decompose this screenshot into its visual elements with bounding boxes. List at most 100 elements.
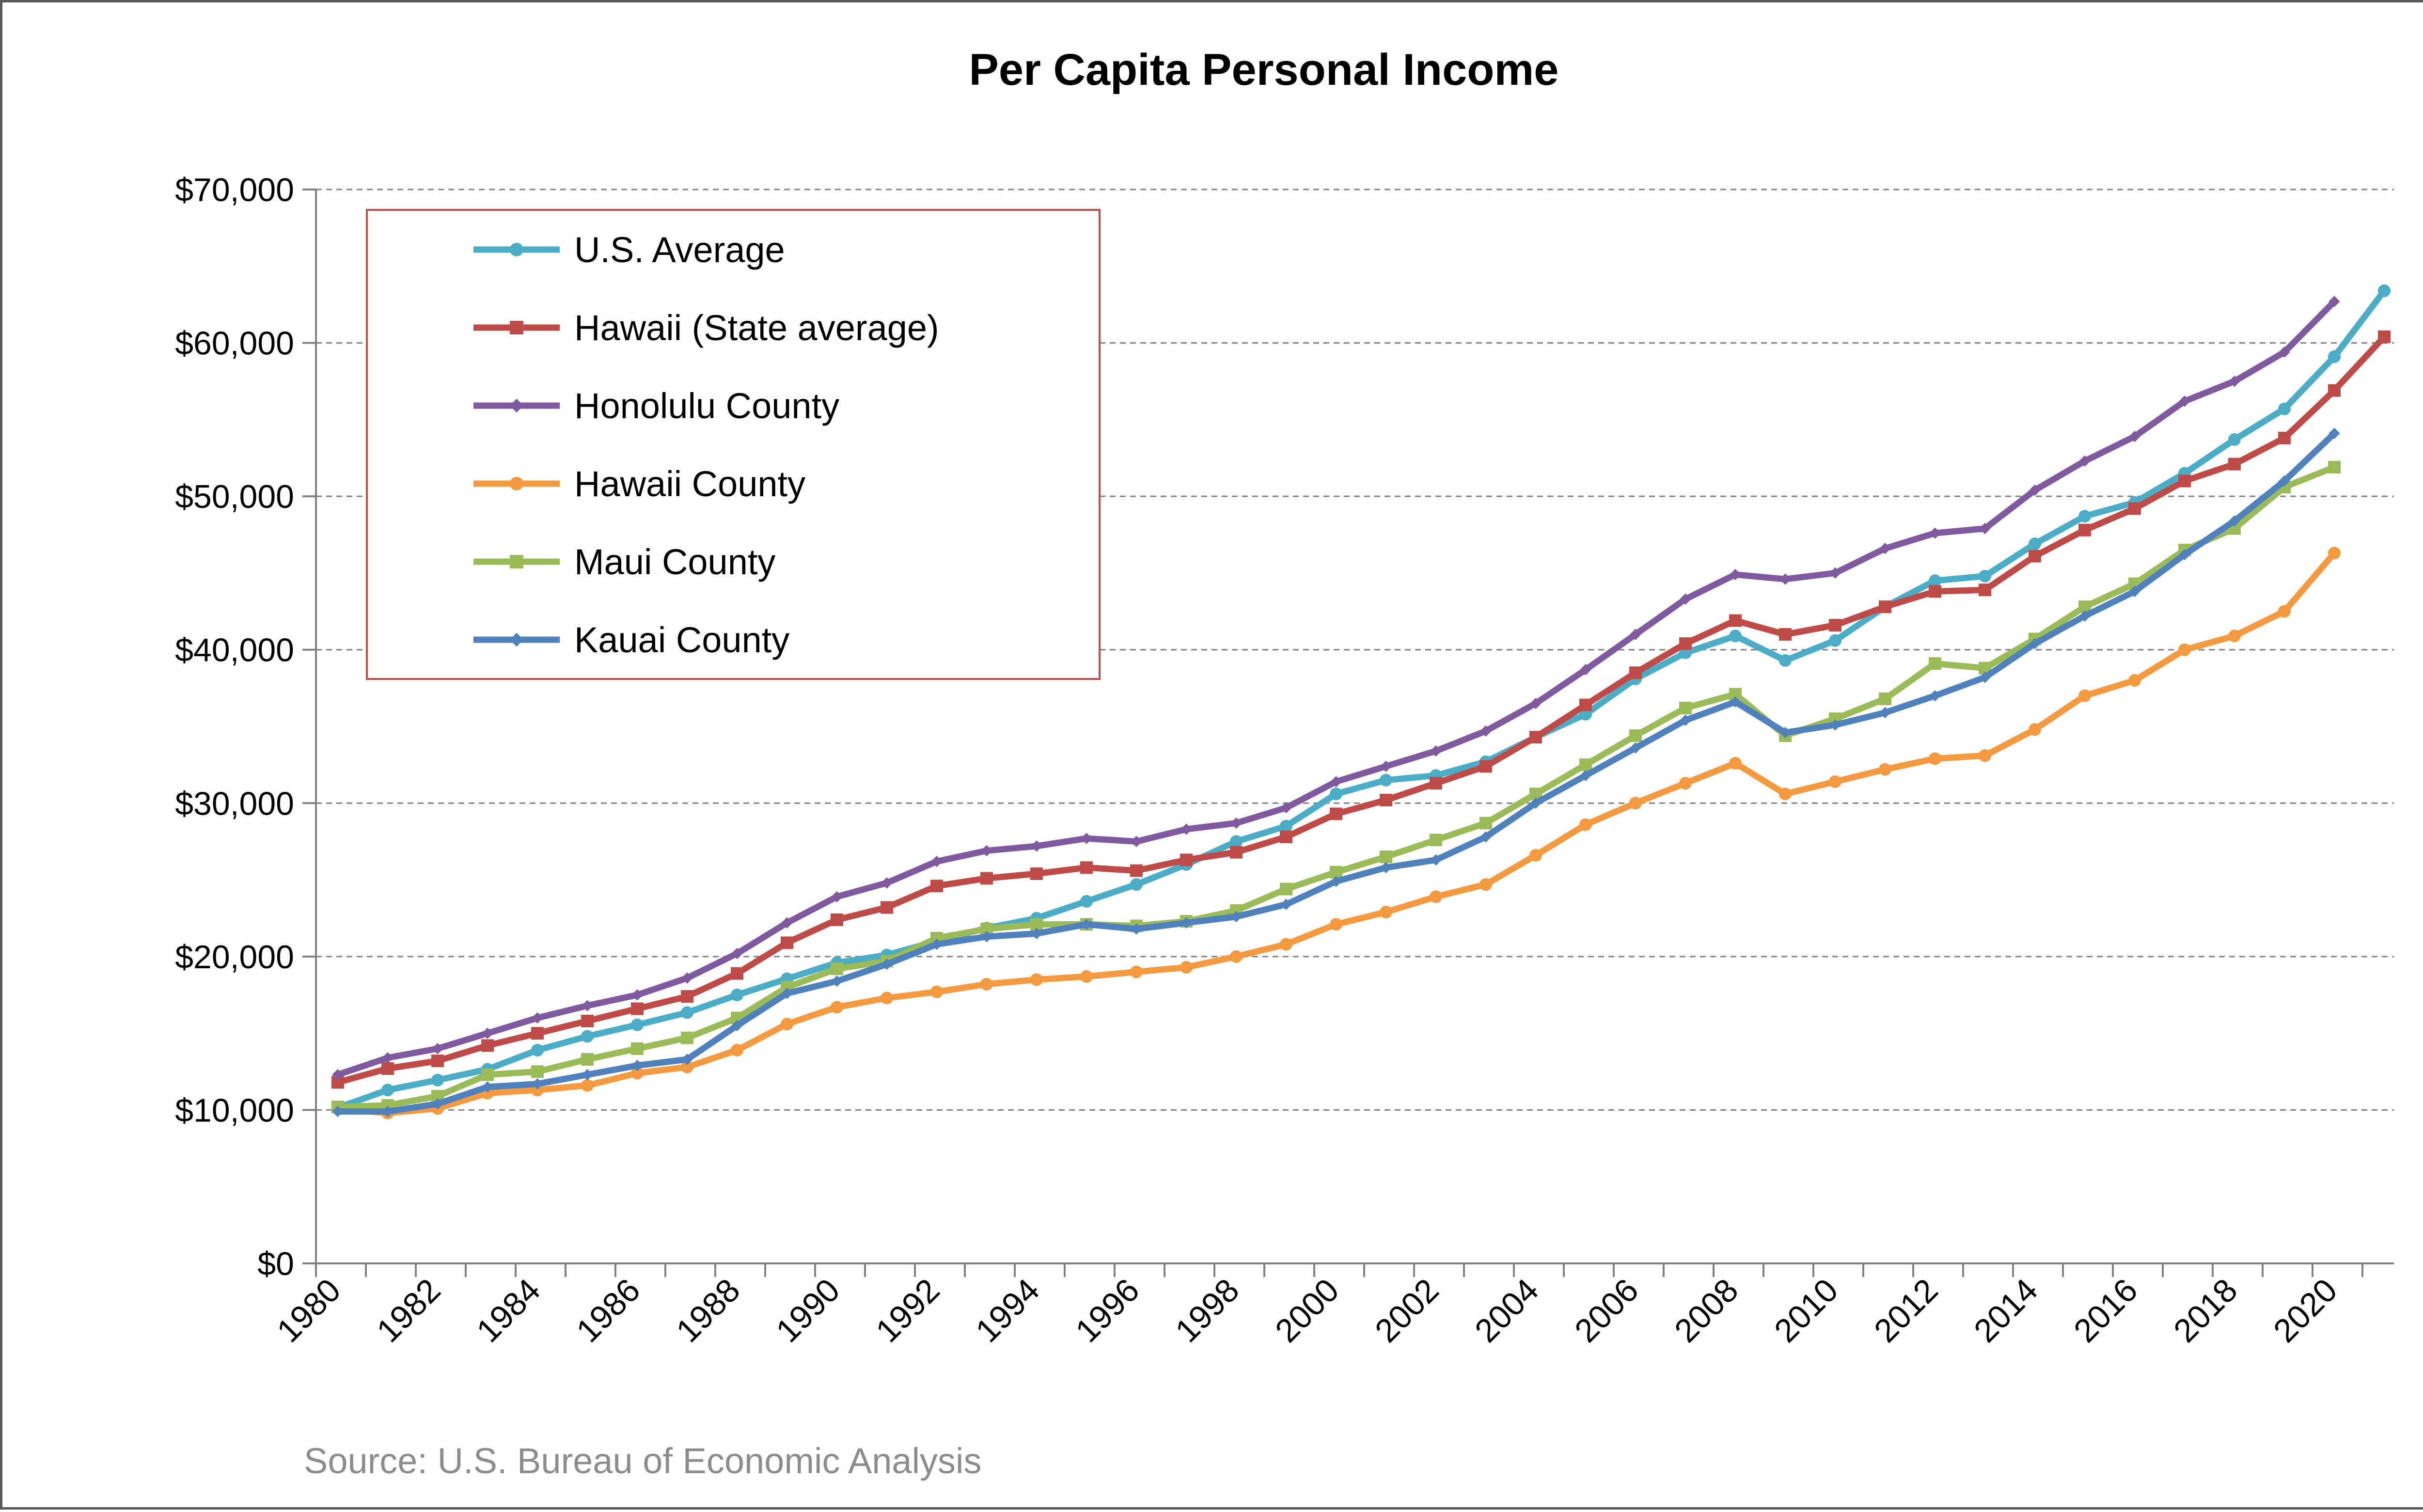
data-point [482, 1027, 493, 1039]
data-point [931, 855, 943, 867]
data-point [731, 967, 743, 980]
data-point [1430, 834, 1442, 847]
data-point [581, 1079, 594, 1092]
source-note: Source: U.S. Bureau of Economic Analysis [304, 1441, 981, 1481]
x-tick-label: 1992 [869, 1272, 947, 1350]
data-point [431, 1055, 444, 1068]
data-point [631, 1018, 644, 1031]
data-point [1480, 831, 1492, 843]
data-point [781, 936, 793, 949]
y-tick-label: $30,000 [175, 785, 294, 822]
data-point [1630, 629, 1641, 640]
data-point [481, 1039, 494, 1052]
x-tick-label: 2004 [1468, 1272, 1546, 1350]
data-point [2329, 427, 2340, 440]
legend-item: Honolulu County [473, 386, 839, 426]
data-point [1730, 568, 1741, 581]
data-point [980, 872, 993, 885]
x-tick-label: 1996 [1069, 1272, 1147, 1350]
data-point [1829, 775, 1841, 788]
data-point [1380, 862, 1392, 873]
data-point [981, 845, 992, 857]
data-point [1080, 895, 1093, 908]
legend: U.S. Average Hawaii (State average) Honolu… [366, 209, 1101, 680]
data-point [581, 1053, 594, 1066]
data-point [2178, 474, 2191, 488]
data-point [1130, 878, 1143, 891]
legend-box [366, 209, 1101, 680]
data-point [831, 975, 843, 987]
x-tick-label: 2000 [1268, 1272, 1346, 1350]
legend-item: Hawaii County [473, 464, 805, 504]
data-point [1529, 731, 1542, 744]
legend-item: U.S. Average [473, 230, 785, 270]
data-point [1230, 950, 1243, 963]
y-tick-label: $10,000 [175, 1092, 294, 1129]
data-point [831, 1001, 843, 1014]
legend-label: Hawaii (State average) [574, 308, 939, 348]
legend-label: U.S. Average [574, 230, 785, 270]
data-point [2278, 431, 2291, 444]
data-point [1579, 758, 1592, 772]
x-tick-label: 2008 [1668, 1272, 1746, 1350]
data-point [1230, 911, 1242, 923]
data-point [1730, 696, 1741, 708]
data-point [1829, 634, 1841, 647]
legend-label: Maui County [574, 542, 775, 582]
data-point [1530, 797, 1542, 809]
data-point [1180, 853, 1193, 866]
data-point [1280, 898, 1292, 910]
data-point [2229, 515, 2240, 527]
data-point [1480, 725, 1492, 737]
data-point [1630, 742, 1641, 754]
data-point [1180, 917, 1192, 929]
data-point [1829, 619, 1841, 632]
data-point [1779, 573, 1791, 585]
x-tick-label: 1980 [270, 1272, 348, 1350]
x-tick-label: 1986 [569, 1272, 647, 1350]
data-point [1929, 527, 1941, 539]
data-point [1680, 593, 1691, 605]
y-tick-label: $20,000 [175, 939, 294, 976]
data-point [2029, 723, 2041, 736]
data-point [1779, 788, 1792, 801]
y-tick-label: $70,000 [175, 172, 294, 208]
data-point [881, 901, 893, 914]
data-point [1430, 890, 1442, 903]
data-point [332, 1069, 344, 1081]
data-point [881, 992, 893, 1005]
data-point [631, 1067, 644, 1080]
legend-label: Kauai County [574, 620, 789, 660]
data-point [1579, 698, 1592, 711]
data-point [631, 1002, 644, 1015]
data-point [1380, 773, 1392, 787]
data-point [2378, 284, 2391, 297]
data-point [631, 1042, 644, 1055]
x-tick-label: 2012 [1867, 1272, 1945, 1350]
data-point [931, 938, 943, 950]
legend-item: Hawaii (State average) [473, 308, 939, 348]
data-point [1680, 714, 1691, 726]
series-line [334, 287, 2388, 1111]
data-point [1230, 846, 1243, 859]
data-point [2228, 457, 2241, 471]
data-point [1031, 928, 1042, 940]
axes [302, 189, 2394, 1277]
data-point [831, 962, 843, 976]
data-point [1330, 918, 1342, 931]
data-point [1230, 817, 1242, 829]
data-point [1579, 818, 1592, 831]
data-point [532, 1078, 543, 1090]
data-point [581, 1014, 594, 1027]
data-point [482, 1081, 493, 1093]
data-point [631, 1059, 643, 1071]
data-point [1330, 788, 1342, 801]
data-point [2279, 475, 2290, 487]
x-tick-label: 2020 [2266, 1272, 2344, 1350]
data-point [1330, 876, 1342, 887]
series-lines [331, 284, 2391, 1119]
data-point [681, 1054, 693, 1065]
data-point [1530, 697, 1542, 709]
data-point [1729, 756, 1742, 770]
